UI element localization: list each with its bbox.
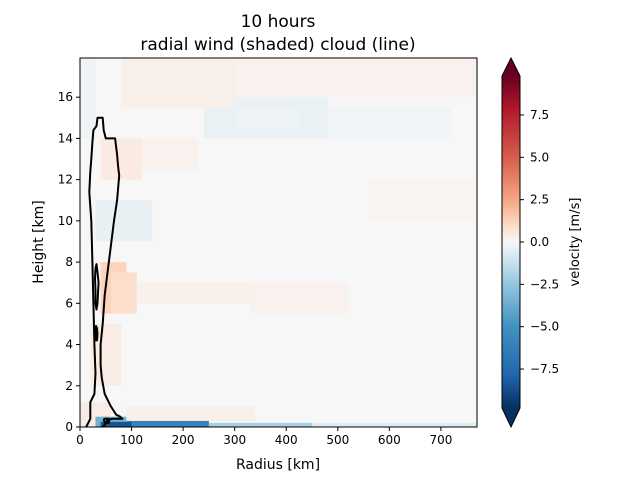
colorbar-tick-label-1: 5.0 xyxy=(530,150,549,164)
x-tick-label-200: 200 xyxy=(172,433,195,447)
colorbar-gradient xyxy=(502,76,520,408)
y-axis: 0 2 4 6 8 10 12 14 16 xyxy=(58,90,80,434)
y-tick-label-2: 2 xyxy=(65,379,73,393)
y-tick-label-14: 14 xyxy=(58,131,73,145)
field-cell-16 xyxy=(234,107,302,129)
field-cell-4 xyxy=(208,422,313,427)
plot-frame xyxy=(79,57,478,428)
field-cell-17 xyxy=(121,58,235,108)
x-tick-label-100: 100 xyxy=(120,433,143,447)
field-cell-14 xyxy=(141,138,199,170)
colorbar-label: velocity [m/s] xyxy=(568,198,583,287)
x-axis-label: Radius [km] xyxy=(236,457,320,473)
y-tick-label-0: 0 xyxy=(65,420,73,434)
colorbar-tick-label-0: 7.5 xyxy=(530,108,549,122)
x-axis: 0 100 200 300 400 500 600 700 xyxy=(76,427,452,447)
y-tick-label-10: 10 xyxy=(58,214,73,228)
title-group: 10 hours radial wind (shaded) cloud (lin… xyxy=(140,12,415,55)
colorbar-tick-label-6: −7.5 xyxy=(530,362,559,376)
y-tick-label-8: 8 xyxy=(65,255,73,269)
radial-wind-field xyxy=(80,58,477,427)
y-axis-label: Height [km] xyxy=(31,200,47,283)
field-cell-13 xyxy=(100,138,142,180)
x-tick-label-400: 400 xyxy=(275,433,298,447)
field-cell-3 xyxy=(100,421,132,427)
x-tick-label-600: 600 xyxy=(378,433,401,447)
field-cell-18 xyxy=(234,58,477,98)
y-tick-label-4: 4 xyxy=(65,338,73,352)
colorbar-tick-label-3: 0.0 xyxy=(530,235,549,249)
field-cell-12 xyxy=(95,200,153,242)
colorbar-ticks: 7.5 5.0 2.5 0.0 −2.5 −5.0 −7.5 xyxy=(520,108,559,376)
colorbar-tick-label-2: 2.5 xyxy=(530,193,549,207)
field-cell-11 xyxy=(250,282,349,314)
field-cell-9 xyxy=(110,272,137,314)
colorbar-tick-label-4: −2.5 xyxy=(530,277,559,291)
colorbar: 7.5 5.0 2.5 0.0 −2.5 −5.0 −7.5 velocity [m/s] xyxy=(501,56,583,429)
cloud-contour-line-2 xyxy=(94,325,99,342)
y-tick-label-6: 6 xyxy=(65,296,73,310)
colorbar-extend-top xyxy=(502,58,520,76)
field-cell-21 xyxy=(327,107,452,139)
y-tick-label-12: 12 xyxy=(58,173,73,187)
colorbar-tick-label-5: −5.0 xyxy=(530,320,559,334)
chart-title: 10 hours xyxy=(241,12,316,32)
chart-subtitle: radial wind (shaded) cloud (line) xyxy=(140,35,415,55)
field-cell-5 xyxy=(312,422,477,427)
field-cell-2 xyxy=(126,420,209,427)
x-tick-label-300: 300 xyxy=(223,433,246,447)
x-tick-label-0: 0 xyxy=(76,433,84,447)
field-cell-10 xyxy=(136,282,251,304)
field-cell-19 xyxy=(80,58,96,139)
colorbar-extend-bottom xyxy=(502,408,520,427)
y-tick-label-16: 16 xyxy=(58,90,73,104)
field-cell-6 xyxy=(126,406,256,421)
plot-area xyxy=(79,57,478,428)
cloud-contours xyxy=(85,116,124,428)
cloud-contour-line-1 xyxy=(94,263,100,311)
x-tick-label-500: 500 xyxy=(326,433,349,447)
cloud-contour-line-3 xyxy=(102,417,110,424)
colorbar-outline xyxy=(501,56,521,429)
cloud-contour-line-0 xyxy=(85,116,124,428)
field-cell-20 xyxy=(368,179,477,221)
x-tick-label-700: 700 xyxy=(429,433,452,447)
